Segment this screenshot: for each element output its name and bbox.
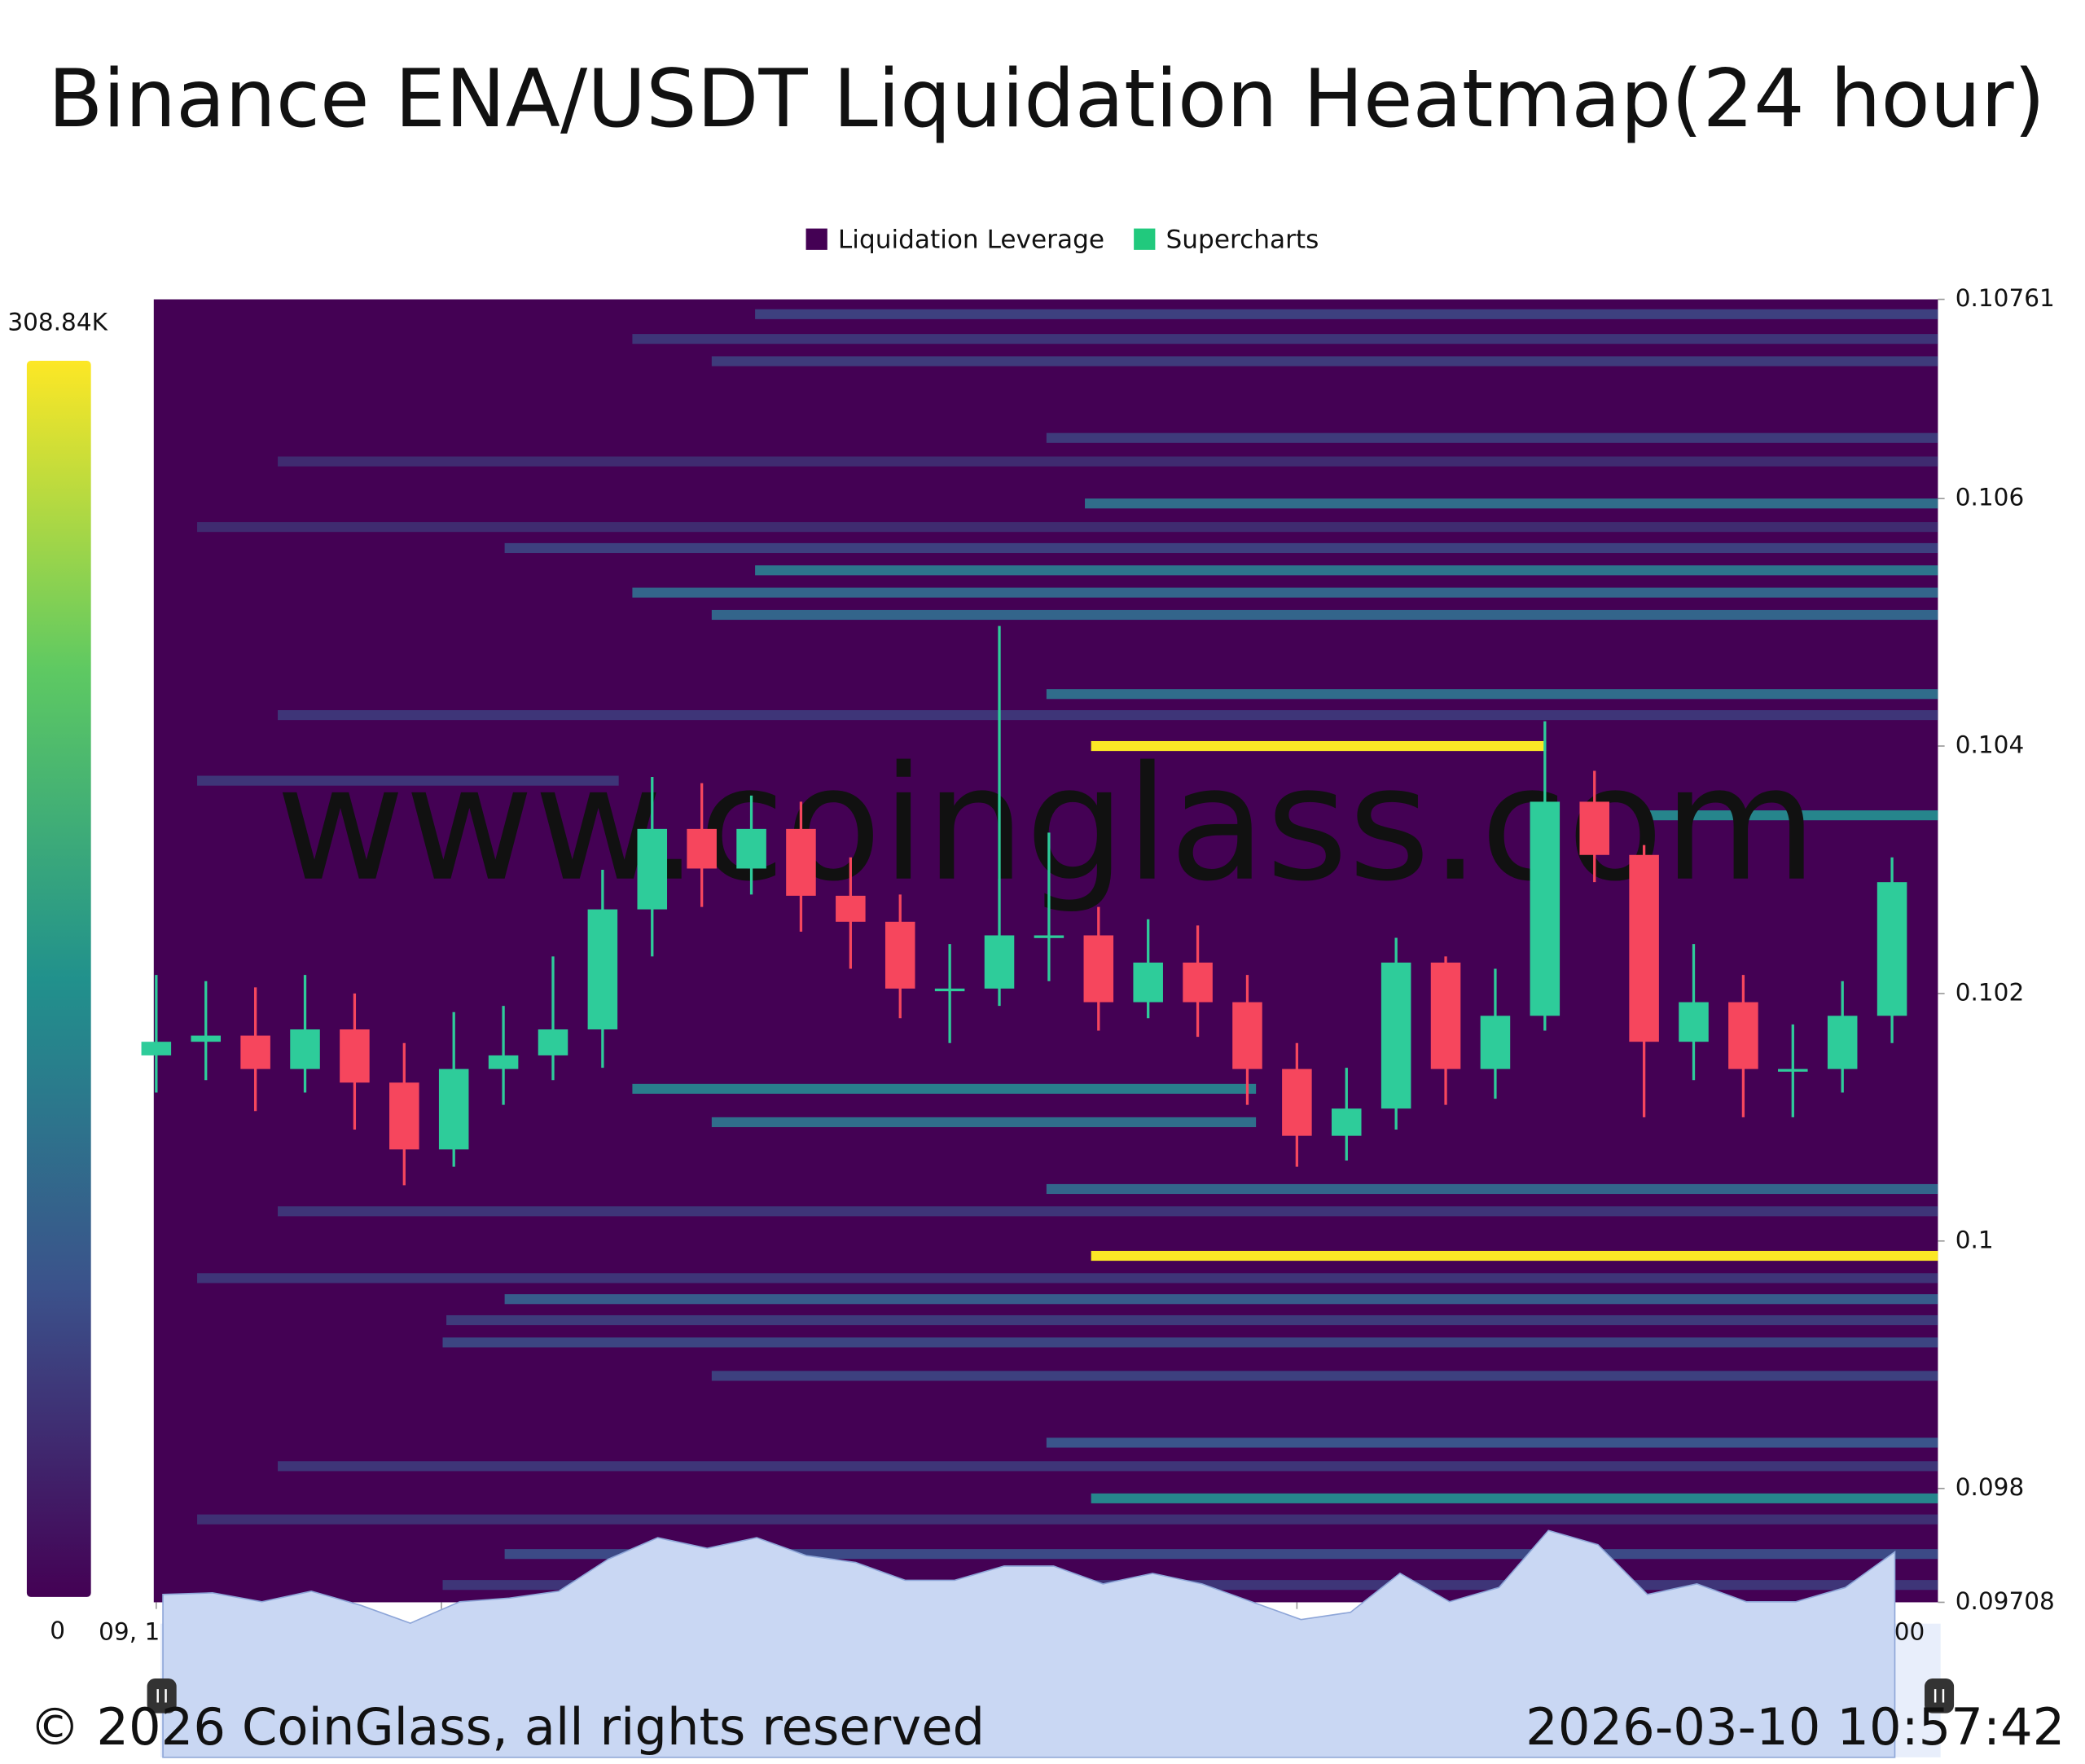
candle-body	[587, 909, 618, 1029]
liquidation-band	[197, 522, 1938, 533]
candle-body	[1232, 1002, 1262, 1069]
candle-body	[389, 1082, 419, 1150]
candle-body	[1778, 1068, 1808, 1072]
colorbar-tick-label: 0	[50, 1617, 65, 1644]
candle-body	[884, 921, 915, 989]
legend-swatch	[805, 228, 827, 250]
liquidation-band	[755, 309, 1938, 319]
legend-label: Supercharts	[1166, 225, 1319, 254]
liquidation-band	[504, 1294, 1938, 1305]
liquidation-band	[755, 565, 1938, 576]
candle-body	[934, 988, 965, 992]
liquidation-band	[1085, 498, 1938, 509]
liquidation-band	[1640, 810, 1938, 821]
candle-body	[1083, 935, 1114, 1003]
candle-body	[1034, 935, 1064, 938]
liquidation-band	[446, 1314, 1938, 1326]
candle-body	[1827, 1016, 1858, 1069]
y-tick-label: 0.106	[1956, 484, 2025, 511]
liquidation-band	[278, 709, 1938, 721]
liquidation-band	[711, 1117, 1257, 1128]
timestamp: 2026-03-10 10:57:42	[1525, 1697, 2065, 1757]
candle-body	[191, 1035, 222, 1042]
candle-body	[488, 1055, 519, 1069]
candle-body	[1331, 1108, 1362, 1136]
y-tick-label: 0.1	[1956, 1226, 1994, 1253]
candle-body	[984, 935, 1015, 989]
navigator-handle[interactable]	[147, 1678, 177, 1714]
liquidation-band	[278, 1206, 1938, 1217]
liquidation-band	[1046, 432, 1938, 443]
candle-body	[1629, 854, 1659, 1042]
liquidation-band	[504, 542, 1938, 554]
candle-body	[1728, 1002, 1758, 1069]
candle-body	[637, 828, 668, 910]
liquidation-band	[197, 1273, 1938, 1284]
candle-body	[736, 828, 766, 869]
liquidation-band	[1091, 1493, 1938, 1503]
legend-swatch	[1134, 228, 1156, 250]
candle-body	[1430, 962, 1461, 1069]
liquidation-band	[1091, 1250, 1938, 1262]
liquidation-band	[442, 1337, 1938, 1348]
liquidation-band	[1091, 740, 1547, 752]
watermark: www.coinglass.com	[276, 732, 1817, 916]
liquidation-band	[1046, 1437, 1938, 1448]
candle-body	[1579, 801, 1609, 855]
candle-body	[786, 828, 816, 896]
candle-body	[836, 895, 866, 922]
candle-body	[538, 1029, 568, 1055]
candle-body	[290, 1029, 320, 1069]
candle-body	[1380, 962, 1411, 1109]
y-tick-label: 0.098	[1956, 1473, 2025, 1501]
legend-label: Liquidation Leverage	[838, 225, 1104, 254]
liquidation-band	[197, 775, 619, 786]
candle-body	[438, 1068, 469, 1150]
liquidation-band	[197, 1514, 1938, 1525]
liquidation-band	[278, 1461, 1938, 1472]
chart-title: Binance ENA/USDT Liquidation Heatmap(24 …	[48, 53, 2045, 146]
liquidation-band	[711, 1371, 1938, 1381]
liquidation-band	[278, 456, 1938, 467]
colorbar	[26, 361, 91, 1597]
navigator-area	[162, 1529, 1896, 1758]
liquidation-band	[1046, 689, 1938, 700]
heatmap-background	[153, 299, 1938, 1603]
liquidation-band	[632, 587, 1938, 598]
y-tick-label: 0.10761	[1956, 284, 2055, 312]
candle-body	[687, 828, 717, 869]
navigator-handle[interactable]	[1925, 1678, 1955, 1714]
candle-body	[1679, 1002, 1709, 1042]
candle-body	[1183, 962, 1213, 1003]
candle-body	[1530, 801, 1560, 1016]
liquidation-band	[632, 1083, 1257, 1094]
colorbar-tick-label: 308.84K	[7, 309, 108, 336]
liquidation-band	[711, 356, 1938, 366]
y-tick-label: 0.104	[1956, 731, 2025, 759]
y-tick-label: 0.09708	[1956, 1587, 2055, 1615]
liquidation-band	[1046, 1183, 1938, 1195]
candle-body	[1282, 1068, 1312, 1136]
liquidation-band	[711, 609, 1938, 621]
liquidation-band	[632, 334, 1938, 344]
candle-body	[1876, 882, 1907, 1016]
candle-body	[340, 1029, 370, 1083]
candle-body	[141, 1042, 172, 1055]
candle-body	[1133, 962, 1163, 1003]
candle-body	[240, 1035, 270, 1069]
y-tick-label: 0.102	[1956, 978, 2025, 1006]
copyright: © 2026 CoinGlass, all rights reserved	[29, 1697, 985, 1757]
candle-body	[1480, 1016, 1511, 1069]
